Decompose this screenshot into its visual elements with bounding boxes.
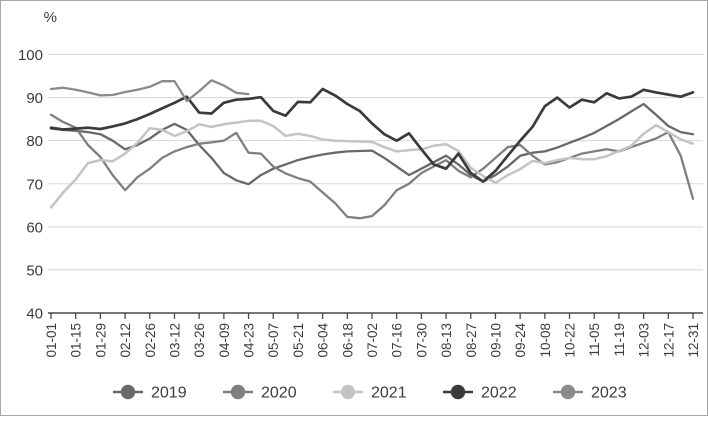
- legend-label: 2021: [371, 385, 407, 402]
- legend-item-2019: 2019: [113, 385, 187, 402]
- x-tick-label: 01-29: [93, 323, 108, 358]
- x-tick-label: 03-12: [167, 323, 182, 358]
- x-tick-label: 01-15: [69, 323, 84, 358]
- legend-marker-circle: [230, 384, 246, 400]
- legend-marker-circle: [120, 384, 136, 400]
- legend-label: 2022: [481, 385, 517, 402]
- gridlines: [48, 54, 703, 314]
- y-tick-label: 100: [18, 47, 43, 64]
- x-tick-label: 08-13: [439, 323, 454, 358]
- legend-marker-circle: [340, 384, 356, 400]
- y-tick-label: 70: [26, 176, 43, 193]
- x-tick-label: 12-03: [637, 323, 652, 358]
- x-tick-label: 07-16: [390, 323, 405, 358]
- legend-label: 2020: [261, 385, 297, 402]
- x-tick-label: 06-18: [340, 323, 355, 358]
- x-tick-label: 02-26: [143, 323, 158, 358]
- series-line-2020: [49, 113, 695, 220]
- x-tick-label: 12-17: [661, 323, 676, 358]
- legend-item-2020: 2020: [223, 385, 297, 402]
- x-tick-label: 09-10: [488, 323, 503, 358]
- series-line-2019: [49, 102, 695, 186]
- legend-item-2022: 2022: [443, 385, 517, 402]
- y-axis-unit-label: %: [44, 9, 57, 26]
- series-lines: [49, 79, 695, 220]
- y-axis-labels: 100 90 80 70 60 50 40: [18, 47, 43, 323]
- y-tick-label: 40: [26, 306, 43, 323]
- x-tick-label: 03-26: [192, 323, 207, 358]
- y-tick-label: 50: [26, 262, 43, 279]
- series-line-2023: [49, 79, 250, 103]
- legend-item-2023: 2023: [553, 385, 627, 402]
- x-tick-label: 07-02: [365, 323, 380, 358]
- legend-label: 2023: [591, 385, 627, 402]
- x-tick-label: 11-19: [612, 323, 627, 357]
- x-tick-label: 02-12: [118, 323, 133, 358]
- legend-label: 2019: [151, 385, 187, 402]
- series-line-2021: [49, 119, 695, 209]
- x-tick-label: 12-31: [686, 323, 701, 358]
- x-tick-label: 07-30: [414, 323, 429, 358]
- legend-marker-circle: [560, 384, 576, 400]
- x-tick-label: 04-23: [242, 323, 257, 358]
- x-tick-label: 05-07: [266, 323, 281, 358]
- chart-legend: 2019 2020 2021 2022 2023: [113, 385, 627, 402]
- y-tick-label: 90: [26, 90, 43, 107]
- x-tick-label: 05-21: [291, 323, 306, 358]
- x-tick-label: 06-04: [316, 323, 331, 358]
- x-tick-label: 01-01: [44, 323, 59, 358]
- x-tick-label: 10-08: [538, 323, 553, 358]
- legend-item-2021: 2021: [333, 385, 407, 402]
- y-tick-label: 60: [26, 219, 43, 236]
- x-tick-label: 08-27: [464, 323, 479, 358]
- x-tick-label: 04-09: [217, 323, 232, 358]
- y-tick-label: 80: [26, 133, 43, 150]
- series-line-2022: [49, 87, 695, 183]
- x-axis: 01-01 01-15 01-29 02-12 02-26 03-12 03-26 04-09…: [44, 313, 701, 358]
- legend-marker-circle: [450, 384, 466, 400]
- x-tick-label: 10-22: [563, 323, 578, 358]
- x-tick-label: 09-24: [513, 323, 528, 358]
- x-tick-label: 11-05: [587, 323, 602, 357]
